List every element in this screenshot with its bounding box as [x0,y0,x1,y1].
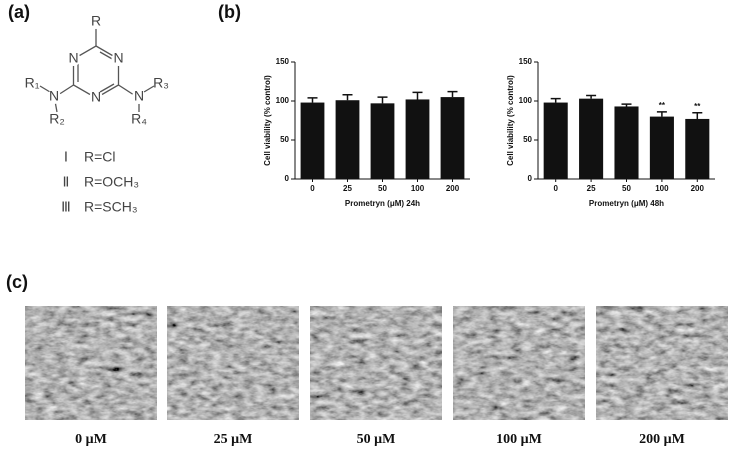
image-caption: 25 μM [214,432,253,447]
y-tick-label: 0 [528,174,533,183]
atom-bg [132,90,146,104]
bar [614,106,639,179]
x-tick-label: 0 [310,184,315,193]
x-tick-label: 100 [411,184,425,193]
atom-label: N [113,50,123,66]
panel-label: (a) [8,2,30,22]
micrograph [167,306,299,420]
bar [335,100,360,179]
y-tick-label: 100 [519,96,533,105]
image-caption: 50 μM [357,432,396,447]
atom-label: N [68,50,78,66]
atom-bg [89,91,103,105]
micrograph [453,306,585,420]
atom-label: N [134,88,144,104]
x-tick-label: 25 [587,184,596,193]
y-tick-label: 100 [276,96,290,105]
significance-label: ** [694,102,701,111]
bar [685,118,710,179]
micrograph [310,306,442,420]
x-tick-label: 200 [446,184,460,193]
x-tick-label: 50 [622,184,631,193]
bar [579,98,604,179]
error-bar [342,94,353,101]
x-tick-label: 100 [655,184,669,193]
bar [543,102,568,179]
compound-numeral: Ⅱ [63,174,70,190]
atom-bg [111,52,126,66]
atom-label: N [91,89,101,105]
x-tick-label: 50 [378,184,387,193]
atom-bg [47,90,61,104]
y-tick-label: 50 [523,135,532,144]
error-bar [692,111,703,119]
bar [405,99,430,179]
x-tick-label: 25 [343,184,352,193]
x-tick-label: 200 [691,184,705,193]
atom-label: R [91,13,101,29]
panel-label: (c) [6,272,28,292]
atom-bg [66,52,81,66]
x-axis-label: Prometryn (μM) 48h [589,199,664,208]
x-tick-label: 0 [553,184,558,193]
error-bar [377,96,388,104]
bar [649,116,674,179]
bar [440,97,465,179]
image-caption: 100 μM [496,432,542,447]
y-axis-label: Cell viability (% control) [506,75,515,166]
y-axis-label: Cell viability (% control) [263,75,272,166]
atom-bg [89,15,103,29]
image-caption: 200 μM [639,432,685,447]
bar [300,102,325,179]
bar [370,103,395,179]
error-bar [447,90,458,98]
atom-label: N [49,88,59,104]
y-tick-label: 150 [276,57,290,66]
image-caption: 0 μM [75,432,107,447]
micrograph [596,306,728,420]
error-bar [412,91,423,100]
error-bar [656,111,667,117]
compound-formula: R=SCH₃ [84,199,138,215]
x-axis-label: Prometryn (μM) 24h [345,199,420,208]
compound-formula: R=Cl [84,149,116,165]
error-bar [586,94,597,99]
compound-numeral: Ⅰ [64,149,68,165]
significance-label: ** [659,101,666,110]
compound-numeral: Ⅲ [61,199,71,215]
error-bar [550,97,561,103]
panel-label: (b) [218,2,241,22]
y-tick-label: 50 [280,135,289,144]
error-bar [621,103,632,107]
substituent-label: R₂ [49,111,65,127]
micrograph [25,306,157,420]
compound-formula: R=OCH₃ [84,174,139,190]
substituent-label: R₄ [131,111,147,127]
substituent-label: R₁ [25,75,40,91]
y-tick-label: 150 [519,57,533,66]
y-tick-label: 0 [285,174,290,183]
error-bar [307,97,318,103]
substituent-label: R₃ [153,75,169,91]
